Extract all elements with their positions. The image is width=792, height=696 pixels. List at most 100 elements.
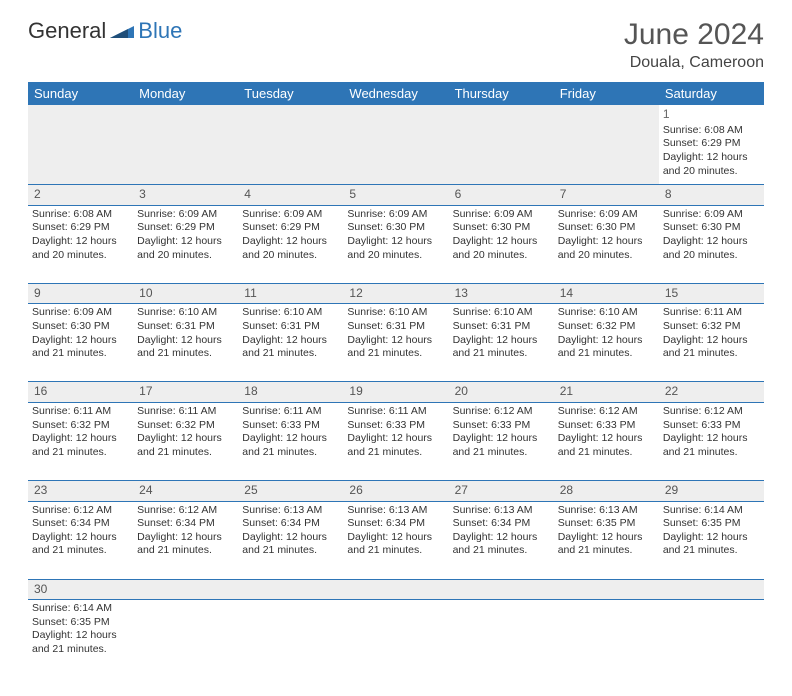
sunrise-text: Sunrise: 6:11 AM (242, 405, 339, 419)
sunrise-text: Sunrise: 6:09 AM (137, 208, 234, 222)
sunset-text: Sunset: 6:35 PM (558, 517, 655, 531)
day-number-cell: 14 (554, 283, 659, 304)
sunrise-text: Sunrise: 6:11 AM (663, 306, 760, 320)
day-cell: Sunrise: 6:10 AMSunset: 6:32 PMDaylight:… (554, 304, 659, 382)
daylight-text: Daylight: 12 hours and 21 minutes. (558, 334, 655, 361)
day-cell: Sunrise: 6:11 AMSunset: 6:32 PMDaylight:… (28, 402, 133, 480)
day-cell: Sunrise: 6:09 AMSunset: 6:30 PMDaylight:… (343, 205, 448, 283)
day-cell (554, 105, 659, 185)
daylight-text: Daylight: 12 hours and 20 minutes. (137, 235, 234, 262)
day-number-cell: 16 (28, 382, 133, 403)
day-cell: Sunrise: 6:10 AMSunset: 6:31 PMDaylight:… (449, 304, 554, 382)
day-number-cell: 20 (449, 382, 554, 403)
day-cell: Sunrise: 6:13 AMSunset: 6:34 PMDaylight:… (449, 501, 554, 579)
sunrise-text: Sunrise: 6:08 AM (663, 124, 760, 138)
sunrise-text: Sunrise: 6:10 AM (347, 306, 444, 320)
day-number-cell (659, 579, 764, 600)
daylight-text: Daylight: 12 hours and 21 minutes. (663, 334, 760, 361)
day-number-cell: 18 (238, 382, 343, 403)
week-row: Sunrise: 6:11 AMSunset: 6:32 PMDaylight:… (28, 402, 764, 480)
sunrise-text: Sunrise: 6:13 AM (453, 504, 550, 518)
day-cell: Sunrise: 6:13 AMSunset: 6:34 PMDaylight:… (343, 501, 448, 579)
daylight-text: Daylight: 12 hours and 21 minutes. (663, 432, 760, 459)
sunset-text: Sunset: 6:34 PM (242, 517, 339, 531)
sunset-text: Sunset: 6:32 PM (32, 419, 129, 433)
day-cell: Sunrise: 6:10 AMSunset: 6:31 PMDaylight:… (133, 304, 238, 382)
day-number-cell: 6 (449, 185, 554, 206)
day-cell: Sunrise: 6:12 AMSunset: 6:34 PMDaylight:… (133, 501, 238, 579)
sunrise-text: Sunrise: 6:12 AM (558, 405, 655, 419)
sunrise-text: Sunrise: 6:08 AM (32, 208, 129, 222)
day-cell: Sunrise: 6:09 AMSunset: 6:30 PMDaylight:… (554, 205, 659, 283)
day-cell: Sunrise: 6:11 AMSunset: 6:32 PMDaylight:… (659, 304, 764, 382)
sunrise-text: Sunrise: 6:09 AM (453, 208, 550, 222)
sunrise-text: Sunrise: 6:11 AM (32, 405, 129, 419)
sunset-text: Sunset: 6:34 PM (32, 517, 129, 531)
sunrise-text: Sunrise: 6:14 AM (32, 602, 129, 616)
sunrise-text: Sunrise: 6:11 AM (137, 405, 234, 419)
day-number-cell: 13 (449, 283, 554, 304)
daylight-text: Daylight: 12 hours and 21 minutes. (453, 531, 550, 558)
sunset-text: Sunset: 6:30 PM (453, 221, 550, 235)
sunset-text: Sunset: 6:33 PM (242, 419, 339, 433)
weekday-header-row: Sunday Monday Tuesday Wednesday Thursday… (28, 82, 764, 105)
day-number-cell: 9 (28, 283, 133, 304)
sunset-text: Sunset: 6:30 PM (347, 221, 444, 235)
sunset-text: Sunset: 6:29 PM (137, 221, 234, 235)
daylight-text: Daylight: 12 hours and 21 minutes. (347, 432, 444, 459)
calendar-body: 1Sunrise: 6:08 AMSunset: 6:29 PMDaylight… (28, 105, 764, 678)
logo-text-blue: Blue (138, 18, 182, 44)
day-number-cell (133, 579, 238, 600)
day-cell: Sunrise: 6:13 AMSunset: 6:34 PMDaylight:… (238, 501, 343, 579)
calendar-table: Sunday Monday Tuesday Wednesday Thursday… (28, 82, 764, 678)
sunrise-text: Sunrise: 6:10 AM (242, 306, 339, 320)
daylight-text: Daylight: 12 hours and 20 minutes. (663, 151, 760, 178)
daylight-text: Daylight: 12 hours and 20 minutes. (663, 235, 760, 262)
sunset-text: Sunset: 6:33 PM (663, 419, 760, 433)
sunrise-text: Sunrise: 6:12 AM (453, 405, 550, 419)
day-number-cell: 11 (238, 283, 343, 304)
sunrise-text: Sunrise: 6:09 AM (347, 208, 444, 222)
daynum-row: 2345678 (28, 185, 764, 206)
week-row: Sunrise: 6:08 AMSunset: 6:29 PMDaylight:… (28, 205, 764, 283)
day-cell (133, 105, 238, 185)
daylight-text: Daylight: 12 hours and 21 minutes. (242, 334, 339, 361)
sunset-text: Sunset: 6:30 PM (663, 221, 760, 235)
daylight-text: Daylight: 12 hours and 21 minutes. (32, 531, 129, 558)
week-row: 1Sunrise: 6:08 AMSunset: 6:29 PMDaylight… (28, 105, 764, 185)
day-number-cell: 29 (659, 480, 764, 501)
daylight-text: Daylight: 12 hours and 20 minutes. (242, 235, 339, 262)
day-cell (659, 600, 764, 678)
daylight-text: Daylight: 12 hours and 21 minutes. (347, 334, 444, 361)
day-cell (238, 105, 343, 185)
weekday-header: Friday (554, 82, 659, 105)
sunset-text: Sunset: 6:30 PM (32, 320, 129, 334)
sunset-text: Sunset: 6:33 PM (347, 419, 444, 433)
daynum-row: 23242526272829 (28, 480, 764, 501)
day-cell (449, 600, 554, 678)
weekday-header: Wednesday (343, 82, 448, 105)
daylight-text: Daylight: 12 hours and 21 minutes. (663, 531, 760, 558)
sunrise-text: Sunrise: 6:12 AM (663, 405, 760, 419)
day-number-cell (554, 579, 659, 600)
day-number-cell: 19 (343, 382, 448, 403)
sunset-text: Sunset: 6:29 PM (663, 137, 760, 151)
day-cell: Sunrise: 6:12 AMSunset: 6:33 PMDaylight:… (659, 402, 764, 480)
sunset-text: Sunset: 6:32 PM (663, 320, 760, 334)
calendar-page: General Blue June 2024 Douala, Cameroon … (0, 0, 792, 696)
day-cell: Sunrise: 6:08 AMSunset: 6:29 PMDaylight:… (28, 205, 133, 283)
day-cell (343, 600, 448, 678)
sunrise-text: Sunrise: 6:09 AM (242, 208, 339, 222)
sunset-text: Sunset: 6:29 PM (32, 221, 129, 235)
daylight-text: Daylight: 12 hours and 21 minutes. (137, 432, 234, 459)
daynum-row: 9101112131415 (28, 283, 764, 304)
sunset-text: Sunset: 6:32 PM (558, 320, 655, 334)
day-number-cell: 8 (659, 185, 764, 206)
sunset-text: Sunset: 6:35 PM (32, 616, 129, 630)
day-cell (133, 600, 238, 678)
sunset-text: Sunset: 6:34 PM (347, 517, 444, 531)
daynum-row: 30 (28, 579, 764, 600)
daylight-text: Daylight: 12 hours and 21 minutes. (347, 531, 444, 558)
sunrise-text: Sunrise: 6:12 AM (32, 504, 129, 518)
sunset-text: Sunset: 6:34 PM (137, 517, 234, 531)
